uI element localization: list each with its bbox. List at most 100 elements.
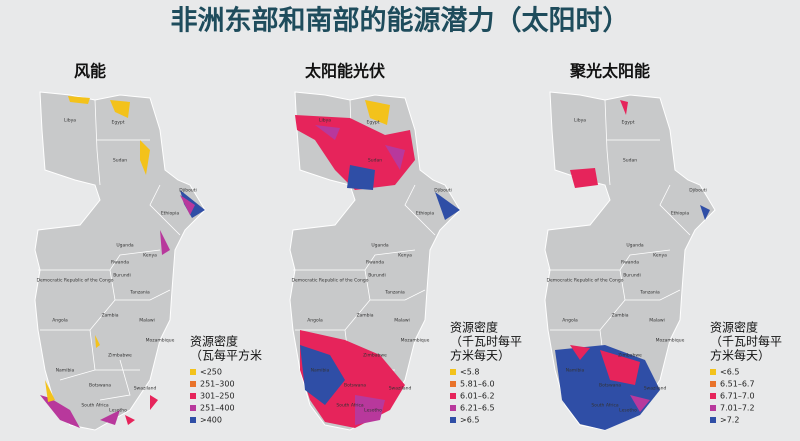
country-label: Libya bbox=[64, 118, 76, 124]
country-label: Tanzania bbox=[384, 290, 405, 296]
country-label: Angola bbox=[52, 318, 68, 324]
legend-title: （瓦每平方米 bbox=[190, 348, 262, 363]
csp-map bbox=[544, 91, 716, 431]
country-label: Rwanda bbox=[366, 260, 384, 266]
country-label: Angola bbox=[307, 318, 323, 324]
country-label: Mozambique bbox=[146, 338, 175, 344]
country-label: Egypt bbox=[112, 120, 125, 126]
country-label: Ethiopia bbox=[671, 211, 690, 217]
country-label: Mozambique bbox=[401, 338, 430, 344]
legend-title: 资源密度 bbox=[190, 334, 238, 349]
country-label: Rwanda bbox=[621, 260, 639, 266]
country-label: Lesotho bbox=[109, 408, 127, 414]
legend-title: 资源密度 bbox=[450, 320, 498, 335]
country-label: Zimbabwe bbox=[108, 353, 132, 359]
country-label: Zambia bbox=[611, 313, 628, 319]
legend-swatch bbox=[190, 381, 196, 387]
country-label: Angola bbox=[562, 318, 578, 324]
country-label: Mozambique bbox=[656, 338, 685, 344]
legend-swatch bbox=[450, 369, 456, 375]
country-label: Sudan bbox=[368, 158, 382, 164]
country-label: Sudan bbox=[113, 158, 127, 164]
country-label: South Africa bbox=[81, 403, 109, 409]
legend-title: （千瓦时每平 bbox=[710, 334, 782, 349]
country-label: Sudan bbox=[623, 158, 637, 164]
country-label: Botswana bbox=[89, 383, 111, 389]
legend-label: 251–300 bbox=[200, 380, 235, 389]
country-label: Egypt bbox=[367, 120, 380, 126]
country-label: Lesotho bbox=[364, 408, 382, 414]
wind-map bbox=[34, 91, 206, 431]
country-label: Libya bbox=[319, 118, 331, 124]
legend-swatch bbox=[710, 393, 716, 399]
country-label: Zimbabwe bbox=[618, 353, 642, 359]
country-label: Tanzania bbox=[129, 290, 150, 296]
legend-title: 资源密度 bbox=[710, 320, 758, 335]
legend-label: 251–400 bbox=[200, 404, 235, 413]
legend-label: <5.8 bbox=[460, 368, 479, 377]
country-label: Democratic Republic of the Congo bbox=[292, 278, 369, 284]
country-label: Rwanda bbox=[111, 260, 129, 266]
legend-swatch bbox=[710, 369, 716, 375]
country-label: Kenya bbox=[653, 253, 667, 259]
legend-title: 方米每天） bbox=[710, 348, 770, 363]
legend-swatch bbox=[450, 393, 456, 399]
country-label: Egypt bbox=[622, 120, 635, 126]
country-label: Kenya bbox=[398, 253, 412, 259]
country-label: Uganda bbox=[626, 243, 644, 249]
legend-title: （千瓦时每平 bbox=[450, 334, 522, 349]
country-label: Burundi bbox=[623, 273, 641, 279]
country-label: Kenya bbox=[143, 253, 157, 259]
legend-label: >7.2 bbox=[720, 416, 739, 425]
country-label: Namibia bbox=[56, 368, 75, 374]
country-label: Malawi bbox=[139, 318, 155, 324]
legend-swatch bbox=[450, 381, 456, 387]
country-label: Uganda bbox=[371, 243, 389, 249]
country-label: South Africa bbox=[591, 403, 619, 409]
country-label: Burundi bbox=[113, 273, 131, 279]
legend-swatch bbox=[450, 417, 456, 423]
main-title: 非洲东部和南部的能源潜力（太阳时） bbox=[171, 5, 630, 37]
country-label: Libya bbox=[574, 118, 586, 124]
legend-label: 5.81–6.0 bbox=[460, 380, 495, 389]
country-label: Lesotho bbox=[619, 408, 637, 414]
panel-title: 太阳能光伏 bbox=[304, 62, 385, 81]
country-label: Djibouti bbox=[434, 188, 451, 194]
legend-swatch bbox=[450, 405, 456, 411]
country-label: Burundi bbox=[368, 273, 386, 279]
legend-label: 6.71–7.0 bbox=[720, 392, 755, 401]
pv-map bbox=[289, 91, 461, 431]
legend-swatch bbox=[190, 405, 196, 411]
legend-swatch bbox=[710, 405, 716, 411]
panel-title: 聚光太阳能 bbox=[569, 62, 650, 81]
country-label: Zambia bbox=[356, 313, 373, 319]
legend-swatch bbox=[710, 381, 716, 387]
country-label: Zimbabwe bbox=[363, 353, 387, 359]
legend-label: 6.51–6.7 bbox=[720, 380, 755, 389]
panel-title: 风能 bbox=[74, 62, 106, 81]
legend-label: 301–250 bbox=[200, 392, 235, 401]
country-label: Djibouti bbox=[689, 188, 706, 194]
legend-swatch bbox=[190, 417, 196, 423]
country-label: Namibia bbox=[566, 368, 585, 374]
legend-label: 7.01–7.2 bbox=[720, 404, 755, 413]
country-label: Ethiopia bbox=[416, 211, 435, 217]
legend-swatch bbox=[190, 393, 196, 399]
legend-swatch bbox=[190, 369, 196, 375]
country-label: Botswana bbox=[344, 383, 366, 389]
country-label: Tanzania bbox=[639, 290, 660, 296]
country-label: Swaziland bbox=[389, 386, 412, 392]
legend-label: 6.01–6.2 bbox=[460, 392, 495, 401]
country-label: Namibia bbox=[311, 368, 330, 374]
legend-label: >400 bbox=[200, 416, 222, 425]
legend-swatch bbox=[710, 417, 716, 423]
country-label: Malawi bbox=[649, 318, 665, 324]
country-label: Swaziland bbox=[644, 386, 667, 392]
country-label: Zambia bbox=[101, 313, 118, 319]
legend-label: <6.5 bbox=[720, 368, 739, 377]
legend-label: 6.21–6.5 bbox=[460, 404, 495, 413]
country-label: Democratic Republic of the Congo bbox=[547, 278, 624, 284]
legend-title: 方米每天） bbox=[450, 348, 510, 363]
country-label: Uganda bbox=[116, 243, 134, 249]
